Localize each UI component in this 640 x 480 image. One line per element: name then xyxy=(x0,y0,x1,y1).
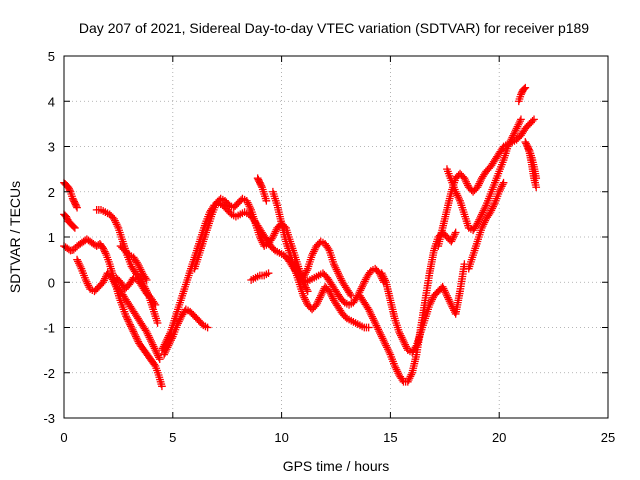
data-point xyxy=(521,83,530,92)
data-point xyxy=(264,269,273,278)
ticks-layer: 0 5 10 15 20 25 -3 -2 -1 0 1 2 3 4 5 xyxy=(43,49,615,445)
series-sat-track-9 xyxy=(160,305,212,359)
grid-layer xyxy=(64,56,608,418)
y-axis-label: SDTVAR / TECUs xyxy=(7,181,23,293)
data-point xyxy=(190,312,199,321)
x-tick-label: 20 xyxy=(492,430,506,445)
x-tick-label: 15 xyxy=(383,430,397,445)
data-point xyxy=(195,316,203,325)
series-sat-track-16 xyxy=(377,260,469,357)
data-point xyxy=(224,207,233,216)
series-sat-track-1 xyxy=(60,178,81,212)
y-tick-label: 3 xyxy=(48,140,55,155)
data-point xyxy=(469,187,477,196)
data-points-layer xyxy=(60,83,541,391)
data-point xyxy=(155,355,164,364)
series-sat-track-21 xyxy=(523,142,541,192)
data-point xyxy=(231,202,240,210)
series-sat-track-18 xyxy=(443,115,525,235)
data-point xyxy=(142,276,151,284)
data-point xyxy=(320,270,329,279)
x-tick-label: 0 xyxy=(60,430,67,445)
data-point xyxy=(309,304,318,312)
series-sat-track-14 xyxy=(290,237,356,300)
data-point xyxy=(158,382,166,391)
data-point xyxy=(262,196,271,205)
x-axis-label: GPS time / hours xyxy=(283,458,390,474)
series-sat-track-19 xyxy=(464,178,508,273)
y-tick-label: 4 xyxy=(48,94,55,109)
data-point xyxy=(73,203,81,212)
series-sat-track-8 xyxy=(158,199,388,354)
x-tick-label: 5 xyxy=(169,430,176,445)
data-point xyxy=(520,84,529,93)
series-sat-track-22 xyxy=(514,83,530,106)
data-point xyxy=(151,301,160,309)
data-point xyxy=(153,319,162,327)
data-point xyxy=(532,183,541,192)
data-point xyxy=(94,282,103,291)
series-sat-track-2 xyxy=(60,210,79,232)
data-point xyxy=(470,186,479,195)
y-tick-label: 1 xyxy=(48,230,55,245)
data-point xyxy=(530,115,538,124)
data-point xyxy=(441,231,450,240)
data-point xyxy=(364,323,373,332)
data-point xyxy=(525,120,534,128)
data-point xyxy=(456,169,464,178)
data-point xyxy=(92,285,100,294)
data-point xyxy=(96,281,105,290)
series-sat-track-5 xyxy=(92,206,162,327)
series-sat-track-6 xyxy=(112,273,160,309)
data-point xyxy=(234,199,242,207)
y-tick-label: -3 xyxy=(43,411,55,426)
data-point xyxy=(517,115,525,124)
data-point xyxy=(432,288,441,297)
data-point xyxy=(457,171,466,180)
y-tick-label: 0 xyxy=(48,275,55,290)
data-point xyxy=(71,224,79,232)
series-sat-track-7 xyxy=(116,242,151,284)
data-point xyxy=(192,313,200,322)
x-tick-label: 10 xyxy=(274,430,288,445)
data-point xyxy=(528,117,537,125)
data-point xyxy=(193,315,202,324)
data-point xyxy=(189,310,197,319)
series-sat-track-12 xyxy=(247,269,273,284)
chart-title: Day 207 of 2021, Sidereal Day-to-day VTE… xyxy=(79,20,589,36)
y-tick-label: -1 xyxy=(43,321,55,336)
x-tick-label: 25 xyxy=(601,430,615,445)
data-point xyxy=(524,121,533,130)
data-point xyxy=(347,291,356,300)
data-point xyxy=(372,266,381,275)
series-sat-track-15 xyxy=(356,228,460,386)
data-point xyxy=(196,318,205,327)
y-tick-label: 5 xyxy=(48,49,55,64)
data-point xyxy=(203,323,212,332)
data-point xyxy=(308,305,316,314)
y-tick-label: 2 xyxy=(48,185,55,200)
data-point xyxy=(499,178,508,187)
data-point xyxy=(69,222,78,231)
data-point xyxy=(527,118,535,127)
series-sat-track-11 xyxy=(253,174,271,205)
series-sat-track-4 xyxy=(73,255,164,364)
y-tick-label: -2 xyxy=(43,366,55,381)
data-point xyxy=(451,228,460,237)
